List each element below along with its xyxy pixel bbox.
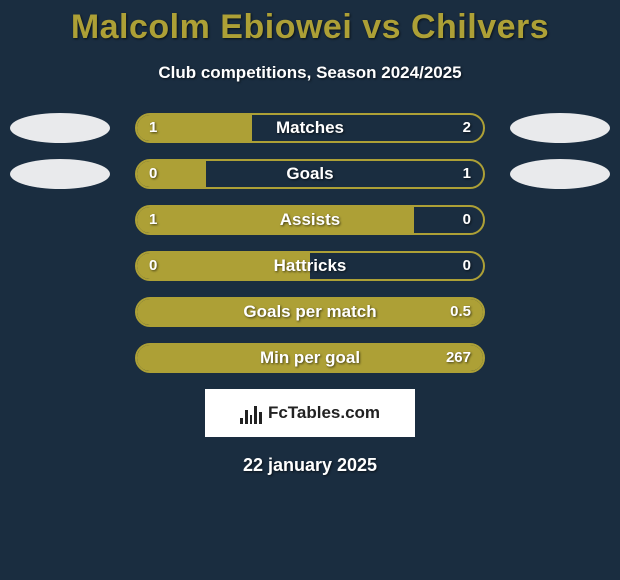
stat-row: 10Assists [0,205,620,235]
bar-fill-left [137,207,414,233]
bar-fill-left [137,345,483,371]
stat-value-right: 0 [463,253,471,279]
bar-track: 10Assists [135,205,485,235]
stat-value-right: 1 [463,161,471,187]
subtitle: Club competitions, Season 2024/2025 [0,63,620,83]
stat-row: 01Goals [0,159,620,189]
avatar-left [10,113,110,143]
stat-value-left: 1 [149,115,157,141]
bar-fill-left [137,253,310,279]
avatar-right [510,113,610,143]
bar-track: 12Matches [135,113,485,143]
brand-box: FcTables.com [205,389,415,437]
comparison-infographic: Malcolm Ebiowei vs Chilvers Club competi… [0,0,620,580]
bar-chart-icon [240,402,262,424]
stats-chart: 12Matches01Goals10Assists00Hattricks0.5G… [0,113,620,373]
stat-row: 267Min per goal [0,343,620,373]
page-title: Malcolm Ebiowei vs Chilvers [0,0,620,47]
stat-row: 12Matches [0,113,620,143]
stat-value-right: 0 [463,207,471,233]
avatar-right [510,159,610,189]
brand-text: FcTables.com [268,403,380,423]
stat-row: 00Hattricks [0,251,620,281]
bar-fill-left [137,299,483,325]
bar-track: 0.5Goals per match [135,297,485,327]
bar-fill-left [137,161,206,187]
bar-track: 01Goals [135,159,485,189]
avatar-left [10,159,110,189]
stat-value-left: 0 [149,253,157,279]
stat-row: 0.5Goals per match [0,297,620,327]
stat-value-right: 267 [446,345,471,371]
stat-value-left: 1 [149,207,157,233]
bar-track: 267Min per goal [135,343,485,373]
stat-value-left: 0 [149,161,157,187]
date-label: 22 january 2025 [0,455,620,476]
stat-value-right: 0.5 [450,299,471,325]
stat-value-right: 2 [463,115,471,141]
bar-track: 00Hattricks [135,251,485,281]
